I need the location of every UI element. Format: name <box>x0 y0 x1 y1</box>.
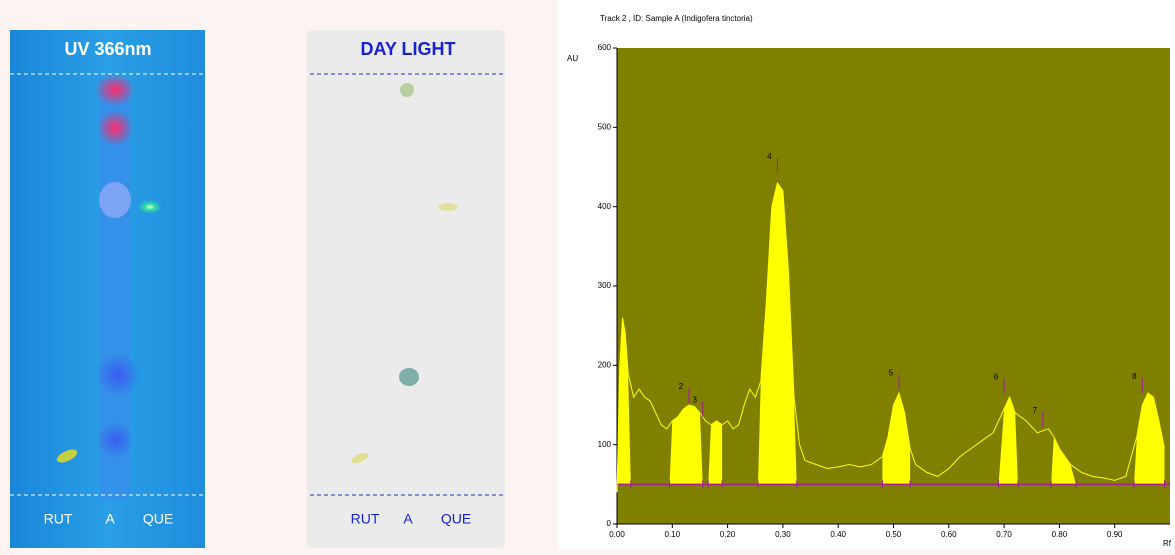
spot <box>97 110 133 146</box>
chart-title: Track 2 , ID: Sample A (Indigofera tinct… <box>600 14 753 23</box>
x-tick-label: 0.80 <box>1052 530 1068 539</box>
lane-label: A <box>105 511 115 527</box>
peak-label: 6 <box>994 373 999 382</box>
spot <box>138 200 162 214</box>
spot <box>400 83 414 97</box>
lane-label: RUT <box>351 511 380 527</box>
y-tick-label: 500 <box>598 122 612 131</box>
x-tick-label: 0.20 <box>720 530 736 539</box>
spot <box>96 353 140 397</box>
y-tick-label: 400 <box>598 202 612 211</box>
peak-label: 3 <box>692 396 697 405</box>
x-tick-label: 0.00 <box>609 530 625 539</box>
daylight-plate: DAY LIGHT RUT A QUE <box>307 30 505 548</box>
y-tick-label: 100 <box>598 440 612 449</box>
spot <box>97 422 133 458</box>
lane-label: A <box>403 511 413 527</box>
x-tick-label: 0.30 <box>775 530 791 539</box>
y-tick-label: 600 <box>598 43 612 52</box>
figure: UV 366nm RUT A QUE DAY LIGHT RUT A QUE T… <box>0 0 1175 550</box>
plate-title: DAY LIGHT <box>360 39 455 59</box>
x-tick-label: 0.10 <box>665 530 681 539</box>
peak-label: 2 <box>679 382 684 391</box>
y-tick-label: 300 <box>598 281 612 290</box>
spot <box>95 74 135 106</box>
y-axis-label: AU <box>567 54 578 63</box>
x-axis-label: Rf <box>1163 539 1172 548</box>
page: {"plates": [ {"title": "UV 366nm", "lane… <box>0 0 1175 550</box>
spot <box>438 203 458 211</box>
x-tick-label: 0.60 <box>941 530 957 539</box>
peak-label: 5 <box>889 369 894 378</box>
peak-label: 7 <box>1033 406 1038 415</box>
uv-plate: UV 366nm RUT A QUE <box>10 30 205 548</box>
spot <box>99 182 131 218</box>
x-tick-label: 0.50 <box>886 530 902 539</box>
spot <box>399 368 419 386</box>
lane-label: RUT <box>44 511 73 527</box>
x-tick-label: 0.90 <box>1107 530 1123 539</box>
y-tick-label: 200 <box>598 360 612 369</box>
peak-label: 4 <box>767 152 772 161</box>
x-tick-label: 0.70 <box>996 530 1012 539</box>
x-tick-label: 0.40 <box>830 530 846 539</box>
lane-label: QUE <box>143 511 173 527</box>
lane-label: QUE <box>441 511 471 527</box>
plate-background <box>307 30 505 548</box>
y-tick-label: 0 <box>607 519 612 528</box>
plate-title: UV 366nm <box>64 39 151 59</box>
peak-label: 8 <box>1132 372 1137 381</box>
densitogram: Track 2 , ID: Sample A (Indigofera tinct… <box>558 0 1175 550</box>
